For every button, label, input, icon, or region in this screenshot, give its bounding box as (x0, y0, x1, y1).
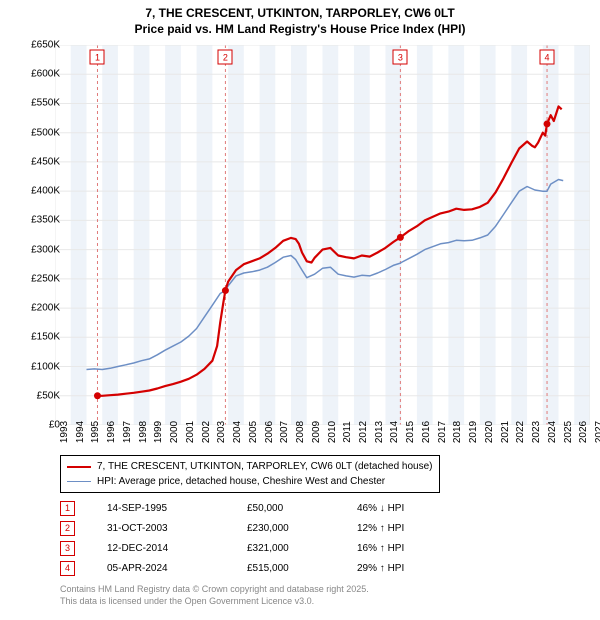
chart-title: 7, THE CRESCENT, UTKINTON, TARPORLEY, CW… (0, 0, 600, 37)
x-tick-label: 2022 (515, 421, 526, 443)
y-tick-label: £450K (10, 156, 60, 167)
row-change: 46% ↓ HPI (357, 503, 404, 514)
x-tick-label: 2006 (264, 421, 275, 443)
x-tick-label: 2001 (185, 421, 196, 443)
x-tick-label: 2020 (484, 421, 495, 443)
x-tick-label: 2024 (547, 421, 558, 443)
x-tick-label: 2012 (358, 421, 369, 443)
chart-svg (55, 45, 590, 425)
legend-swatch (67, 466, 91, 468)
x-tick-label: 2018 (452, 421, 463, 443)
transaction-marker: 4 (540, 50, 555, 65)
x-tick-label: 2010 (327, 421, 338, 443)
x-tick-label: 1997 (122, 421, 133, 443)
legend-label: HPI: Average price, detached house, Ches… (97, 474, 385, 489)
x-tick-label: 2023 (531, 421, 542, 443)
row-date: 31-OCT-2003 (107, 523, 247, 534)
x-tick-label: 1998 (138, 421, 149, 443)
x-tick-label: 2019 (468, 421, 479, 443)
row-price: £230,000 (247, 523, 357, 534)
x-tick-label: 2013 (374, 421, 385, 443)
legend: 7, THE CRESCENT, UTKINTON, TARPORLEY, CW… (60, 455, 440, 493)
legend-swatch (67, 481, 91, 482)
title-line2: Price paid vs. HM Land Registry's House … (135, 22, 466, 36)
transaction-marker: 2 (218, 50, 233, 65)
row-marker: 2 (60, 521, 75, 536)
legend-item: 7, THE CRESCENT, UTKINTON, TARPORLEY, CW… (67, 459, 433, 474)
transaction-table: 1 14-SEP-1995£50,00046% ↓ HPI 2 31-OCT-2003… (60, 498, 404, 578)
x-tick-label: 2011 (342, 421, 353, 443)
footer-line1: Contains HM Land Registry data © Crown c… (60, 584, 369, 594)
row-date: 14-SEP-1995 (107, 503, 247, 514)
y-tick-label: £550K (10, 98, 60, 109)
x-tick-label: 2002 (201, 421, 212, 443)
legend-item: HPI: Average price, detached house, Ches… (67, 474, 433, 489)
footer-text: Contains HM Land Registry data © Crown c… (60, 584, 369, 607)
x-tick-label: 2014 (389, 421, 400, 443)
row-price: £321,000 (247, 543, 357, 554)
row-change: 12% ↑ HPI (357, 523, 404, 534)
x-tick-label: 2027 (594, 421, 600, 443)
x-tick-label: 2005 (248, 421, 259, 443)
y-tick-label: £300K (10, 244, 60, 255)
y-tick-label: £150K (10, 332, 60, 343)
x-tick-label: 2025 (563, 421, 574, 443)
footer-line2: This data is licensed under the Open Gov… (60, 596, 314, 606)
chart-container: 7, THE CRESCENT, UTKINTON, TARPORLEY, CW… (0, 0, 600, 620)
x-tick-label: 1993 (59, 421, 70, 443)
transaction-marker: 3 (393, 50, 408, 65)
row-change: 29% ↑ HPI (357, 563, 404, 574)
y-tick-label: £650K (10, 40, 60, 51)
x-tick-label: 2026 (578, 421, 589, 443)
row-price: £515,000 (247, 563, 357, 574)
y-tick-label: £200K (10, 303, 60, 314)
legend-label: 7, THE CRESCENT, UTKINTON, TARPORLEY, CW… (97, 459, 433, 474)
y-tick-label: £400K (10, 186, 60, 197)
x-tick-label: 2017 (437, 421, 448, 443)
x-tick-label: 2003 (216, 421, 227, 443)
transaction-marker: 1 (90, 50, 105, 65)
row-price: £50,000 (247, 503, 357, 514)
x-tick-label: 2000 (169, 421, 180, 443)
y-tick-label: £500K (10, 127, 60, 138)
table-row: 4 05-APR-2024£515,00029% ↑ HPI (60, 558, 404, 578)
row-date: 05-APR-2024 (107, 563, 247, 574)
x-tick-label: 1995 (90, 421, 101, 443)
row-marker: 1 (60, 501, 75, 516)
plot-area (55, 45, 590, 425)
y-tick-label: £50K (10, 390, 60, 401)
x-tick-label: 2016 (421, 421, 432, 443)
x-tick-label: 2008 (295, 421, 306, 443)
row-date: 12-DEC-2014 (107, 543, 247, 554)
x-tick-label: 2009 (311, 421, 322, 443)
y-tick-label: £350K (10, 215, 60, 226)
y-tick-label: £100K (10, 361, 60, 372)
table-row: 2 31-OCT-2003£230,00012% ↑ HPI (60, 518, 404, 538)
x-tick-label: 2021 (500, 421, 511, 443)
x-tick-label: 2007 (279, 421, 290, 443)
row-marker: 3 (60, 541, 75, 556)
x-tick-label: 1994 (75, 421, 86, 443)
title-line1: 7, THE CRESCENT, UTKINTON, TARPORLEY, CW… (145, 6, 454, 20)
y-tick-label: £0 (10, 420, 60, 431)
y-tick-label: £250K (10, 273, 60, 284)
x-tick-label: 1996 (106, 421, 117, 443)
x-tick-label: 2004 (232, 421, 243, 443)
x-tick-label: 2015 (405, 421, 416, 443)
row-change: 16% ↑ HPI (357, 543, 404, 554)
table-row: 3 12-DEC-2014£321,00016% ↑ HPI (60, 538, 404, 558)
y-tick-label: £600K (10, 69, 60, 80)
x-tick-label: 1999 (153, 421, 164, 443)
row-marker: 4 (60, 561, 75, 576)
table-row: 1 14-SEP-1995£50,00046% ↓ HPI (60, 498, 404, 518)
